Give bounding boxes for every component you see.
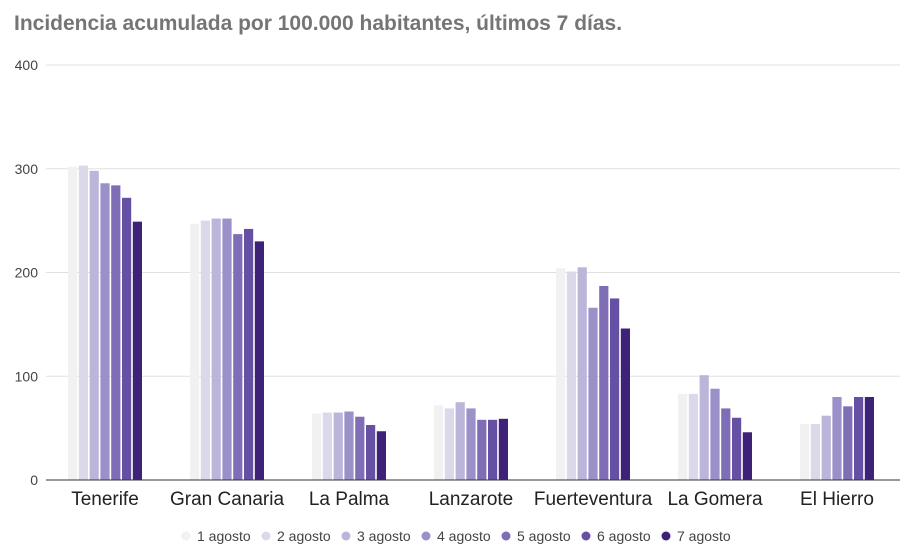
bar-tenerife-2 bbox=[78, 165, 88, 480]
legend-label: 5 agosto bbox=[517, 528, 571, 544]
bar-la-palma-5 bbox=[355, 416, 365, 480]
bars bbox=[68, 165, 874, 481]
bar-lanzarote-1 bbox=[434, 405, 444, 480]
x-axis: Tenerife Gran Canaria La Palma Lanzarote Fue… bbox=[46, 479, 900, 510]
bar-lanzarote-2 bbox=[444, 408, 454, 480]
bar-gran-canaria-4 bbox=[222, 218, 232, 481]
bar-fuerteventura-5 bbox=[599, 285, 609, 480]
y-tick-label: 300 bbox=[15, 161, 39, 177]
bar-gran-canaria-6 bbox=[244, 228, 254, 480]
bar-tenerife-4 bbox=[100, 183, 110, 480]
x-tick-label: El Hierro bbox=[800, 489, 874, 510]
bar-lanzarote-5 bbox=[477, 419, 487, 480]
bar-la-palma-3 bbox=[333, 412, 343, 480]
bar-la-gomera-2 bbox=[688, 393, 698, 480]
x-tick-label: Tenerife bbox=[71, 489, 139, 510]
legend-label: 6 agosto bbox=[597, 528, 651, 544]
bar-la-palma-4 bbox=[344, 411, 354, 480]
bar-tenerife-6 bbox=[122, 197, 132, 481]
legend-swatch-1 bbox=[181, 531, 191, 541]
bar-fuerteventura-7 bbox=[620, 328, 630, 480]
legend-swatch-3 bbox=[341, 531, 351, 541]
x-tick-label: Gran Canaria bbox=[170, 489, 284, 510]
bar-la-palma-1 bbox=[312, 413, 322, 480]
bar-lanzarote-4 bbox=[466, 408, 476, 480]
bar-el-hierro-2 bbox=[810, 423, 820, 480]
x-tick-label: La Gomera bbox=[667, 489, 762, 510]
legend-label: 7 agosto bbox=[677, 528, 731, 544]
bar-el-hierro-3 bbox=[821, 415, 831, 480]
chart-title: Incidencia acumulada por 100.000 habitan… bbox=[14, 12, 623, 35]
bar-gran-canaria-3 bbox=[211, 218, 221, 481]
bar-fuerteventura-1 bbox=[556, 268, 566, 480]
bar-gran-canaria-5 bbox=[233, 234, 243, 480]
bar-fuerteventura-2 bbox=[566, 271, 576, 480]
bar-tenerife-5 bbox=[111, 185, 121, 480]
y-tick-label: 400 bbox=[15, 57, 39, 73]
bar-el-hierro-1 bbox=[800, 423, 810, 480]
bar-la-palma-7 bbox=[376, 431, 386, 480]
y-axis: 0 100 200 300 400 bbox=[15, 57, 39, 488]
legend: 1 agosto 2 agosto 3 agosto 4 agosto 5 agosto… bbox=[181, 528, 731, 544]
bar-tenerife-3 bbox=[89, 170, 99, 480]
bar-lanzarote-6 bbox=[488, 419, 498, 480]
legend-label: 2 agosto bbox=[277, 528, 331, 544]
bar-fuerteventura-3 bbox=[577, 267, 587, 480]
bar-gran-canaria-2 bbox=[200, 220, 210, 480]
x-tick-label: Fuerteventura bbox=[534, 489, 653, 510]
bar-la-gomera-1 bbox=[678, 393, 688, 480]
bar-la-palma-2 bbox=[322, 412, 332, 480]
bar-el-hierro-4 bbox=[832, 397, 842, 480]
legend-label: 3 agosto bbox=[357, 528, 411, 544]
bar-gran-canaria-1 bbox=[190, 223, 200, 481]
bar-lanzarote-3 bbox=[455, 402, 465, 480]
bar-la-gomera-3 bbox=[699, 375, 709, 480]
x-tick-label: Lanzarote bbox=[429, 489, 514, 510]
bar-la-gomera-5 bbox=[721, 408, 731, 480]
legend-swatch-5 bbox=[501, 531, 511, 541]
bar-el-hierro-7 bbox=[864, 397, 874, 480]
bar-el-hierro-5 bbox=[843, 406, 853, 480]
legend-swatch-7 bbox=[661, 531, 671, 541]
y-tick-label: 200 bbox=[15, 265, 39, 281]
bar-la-gomera-7 bbox=[742, 432, 752, 480]
bar-lanzarote-7 bbox=[498, 418, 508, 480]
bar-tenerife-7 bbox=[132, 221, 142, 480]
x-tick-label: La Palma bbox=[309, 489, 390, 510]
legend-swatch-2 bbox=[261, 531, 271, 541]
legend-swatch-6 bbox=[581, 531, 591, 541]
legend-label: 1 agosto bbox=[197, 528, 251, 544]
bar-tenerife-1 bbox=[68, 166, 78, 481]
y-tick-label: 0 bbox=[30, 472, 38, 488]
bar-la-gomera-4 bbox=[710, 388, 720, 480]
y-tick-label: 100 bbox=[15, 368, 39, 384]
bar-gran-canaria-7 bbox=[254, 241, 264, 480]
bar-fuerteventura-4 bbox=[588, 307, 598, 480]
bar-la-gomera-6 bbox=[732, 417, 742, 480]
legend-swatch-4 bbox=[421, 531, 431, 541]
bar-fuerteventura-6 bbox=[610, 298, 620, 480]
bar-el-hierro-6 bbox=[854, 397, 864, 480]
legend-label: 4 agosto bbox=[437, 528, 491, 544]
bar-la-palma-6 bbox=[366, 425, 376, 480]
